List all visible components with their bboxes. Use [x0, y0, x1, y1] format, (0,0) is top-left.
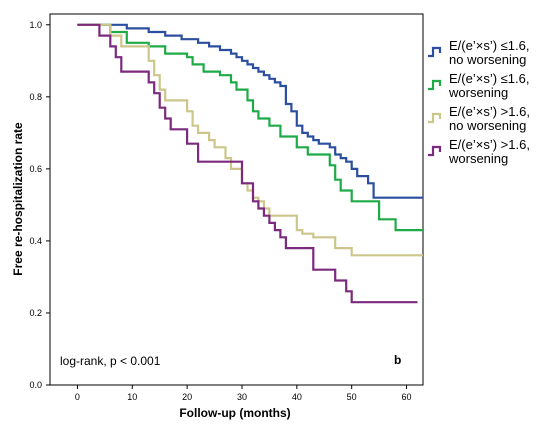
legend-label: E/(e’×s’) ≤1.6,	[449, 38, 529, 53]
legend-label: worsening	[448, 151, 508, 166]
legend-entry-4: E/(e’×s’) >1.6,worsening	[428, 137, 530, 166]
legend-label: no worsening	[449, 52, 526, 67]
x-tick-label: 0	[75, 392, 80, 402]
x-axis: 0 10 20 30 40 50 60	[75, 385, 412, 402]
series-line-4	[77, 23, 418, 304]
y-tick-label: 0.8	[29, 92, 42, 102]
legend-swatch	[428, 79, 442, 91]
series-line-3	[77, 23, 423, 257]
y-tick-label: 0.0	[29, 380, 42, 390]
survival-curves	[77, 23, 423, 304]
panel-label: b	[394, 353, 401, 367]
legend-swatch	[428, 46, 442, 58]
plot-area	[49, 13, 424, 386]
legend-swatch	[428, 112, 442, 124]
x-axis-label: Follow-up (months)	[179, 406, 290, 420]
y-axis-label: Free re-hospitalization rate	[11, 122, 25, 276]
y-tick-label: 1.0	[29, 20, 42, 30]
y-axis: 0.0 0.2 0.4 0.6 0.8 1.0	[29, 20, 50, 390]
x-tick-label: 10	[127, 392, 137, 402]
log-rank-annotation: log-rank, p < 0.001	[60, 354, 161, 368]
legend-entry-2: E/(e’×s’) ≤1.6,worsening	[428, 71, 529, 100]
legend-label: E/(e’×s’) ≤1.6,	[449, 71, 529, 86]
series-line-1	[77, 23, 423, 199]
legend-swatch	[428, 145, 442, 157]
legend-label: E/(e’×s’) >1.6,	[449, 104, 530, 119]
x-tick-label: 30	[237, 392, 247, 402]
y-tick-label: 0.2	[29, 308, 42, 318]
x-tick-label: 50	[347, 392, 357, 402]
series-line-2	[77, 23, 423, 232]
x-tick-label: 40	[292, 392, 302, 402]
legend-entry-3: E/(e’×s’) >1.6,no worsening	[428, 104, 530, 133]
legend-label: worsening	[448, 85, 508, 100]
x-tick-label: 20	[182, 392, 192, 402]
legend-label: no worsening	[449, 118, 526, 133]
x-tick-label: 60	[402, 392, 412, 402]
legend-entry-1: E/(e’×s’) ≤1.6,no worsening	[428, 38, 529, 67]
y-tick-label: 0.6	[29, 164, 42, 174]
y-tick-label: 0.4	[29, 236, 42, 246]
legend-label: E/(e’×s’) >1.6,	[449, 137, 530, 152]
